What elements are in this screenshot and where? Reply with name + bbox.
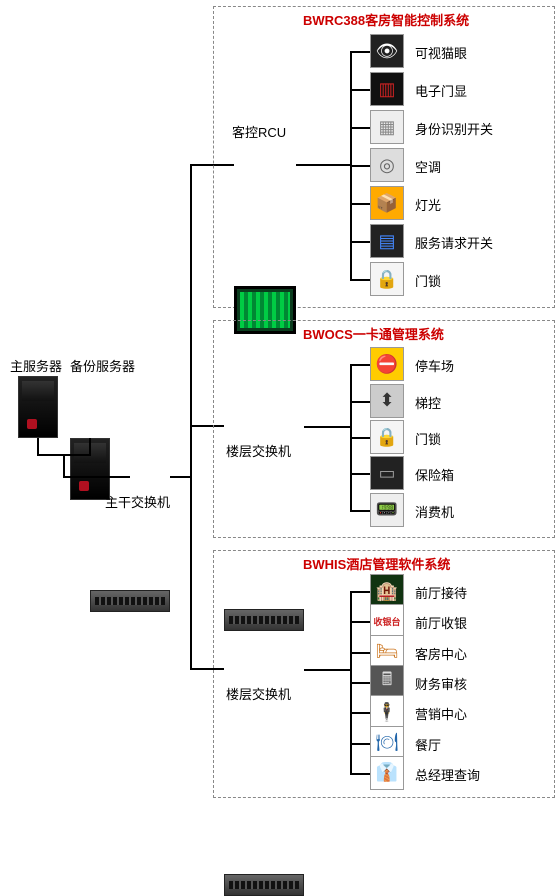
cashier-icon: 收银台 [370,604,404,638]
line [89,438,91,454]
line [63,476,130,478]
line [350,165,370,167]
backbone-switch-icon [90,590,170,612]
line [350,89,370,91]
device-label: 身份识别开关 [415,119,493,138]
device-label: 可视猫眼 [415,43,467,62]
device-label: 电子门显 [415,81,467,100]
node-label: 客控RCU [232,122,286,141]
line [350,712,370,714]
line [350,127,370,129]
line [350,51,370,53]
device-label: 消费机 [415,502,454,521]
line [350,591,370,593]
marketing-icon: 🕴 [370,695,404,729]
section-title: BWOCS一卡通管理系统 [303,324,444,343]
line [350,241,370,243]
node-label: 楼层交换机 [226,684,291,703]
device-label: 灯光 [415,195,441,214]
light-icon: 📦 [370,186,404,220]
line [350,437,370,439]
line [190,164,192,670]
line [350,621,370,623]
server-main-label: 主服务器 [10,356,62,375]
finance-icon: 🖩 [370,665,404,699]
line [350,279,370,281]
device-label: 营销中心 [415,704,467,723]
device-label: 财务审核 [415,674,467,693]
line [350,773,370,775]
line [350,743,370,745]
device-label: 前厅接待 [415,583,467,602]
line [350,652,370,654]
pos-icon: 📟 [370,493,404,527]
node-label: 楼层交换机 [226,441,291,460]
section-title: BWRC388客房智能控制系统 [303,10,469,29]
line [350,203,370,205]
elevator-icon: ⬍ [370,384,404,418]
floor-switch-icon [224,874,304,896]
peephole-icon: 👁 [370,34,404,68]
lock-icon: 🔒 [370,262,404,296]
restaurant-icon: 🍽 [370,726,404,760]
device-label: 前厅收银 [415,613,467,632]
device-label: 餐厅 [415,735,441,754]
device-label: 门锁 [415,429,441,448]
line [63,454,65,476]
line [350,401,370,403]
server-main-icon [18,376,58,438]
section-title: BWHIS酒店管理软件系统 [303,554,450,573]
server-backup-label: 备份服务器 [70,356,135,375]
line [37,438,39,454]
device-label: 保险箱 [415,465,454,484]
line [304,426,350,428]
lock-icon: 🔒 [370,420,404,454]
device-label: 服务请求开关 [415,233,493,252]
line [350,473,370,475]
id-switch-icon: ▦ [370,110,404,144]
safe-icon: ▭ [370,456,404,490]
line [350,682,370,684]
manager-icon: 👔 [370,756,404,790]
line [350,510,370,512]
service-switch-icon: ▤ [370,224,404,258]
device-label: 空调 [415,157,441,176]
line [304,669,350,671]
device-label: 总经理查询 [415,765,480,784]
ac-panel-icon: ◎ [370,148,404,182]
parking-icon: ⛔ [370,347,404,381]
backbone-switch-label: 主干交换机 [105,492,170,511]
rooms-icon: 🛏 [370,635,404,669]
sections-container: BWRC388客房智能控制系统客控RCU👁可视猫眼▥电子门显▦身份识别开关◎空调… [0,146,560,238]
line [296,164,350,166]
line [170,476,192,478]
device-label: 梯控 [415,393,441,412]
door-display-icon: ▥ [370,72,404,106]
device-label: 停车场 [415,356,454,375]
device-label: 门锁 [415,271,441,290]
device-label: 客房中心 [415,644,467,663]
line [350,364,370,366]
reception-icon: 🏨 [370,574,404,608]
